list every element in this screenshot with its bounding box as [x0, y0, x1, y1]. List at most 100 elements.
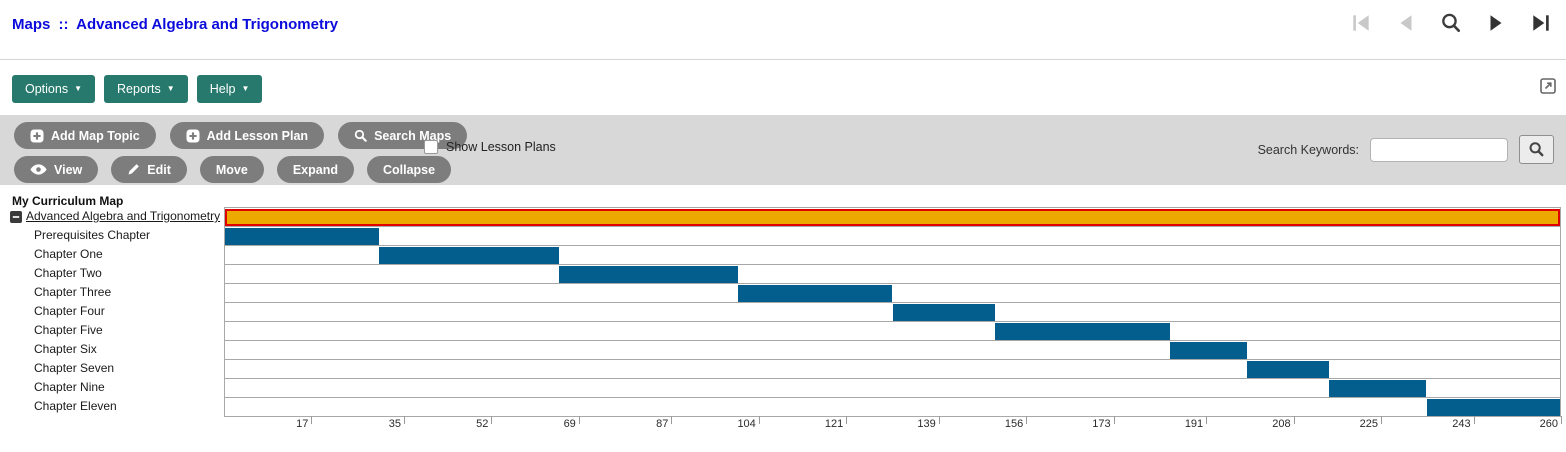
tree-node-label: Chapter One: [34, 247, 103, 261]
help-menu-label: Help: [209, 82, 236, 96]
gantt-bar[interactable]: [995, 323, 1170, 340]
axis-tick: [403, 416, 405, 424]
breadcrumb: Maps :: Advanced Algebra and Trigonometr…: [12, 16, 342, 33]
tree-node-label: Chapter Five: [34, 323, 103, 337]
search-icon: [1529, 142, 1544, 157]
collapse-button[interactable]: Collapse: [366, 156, 452, 183]
search-keywords-input[interactable]: [1370, 137, 1508, 162]
axis-tick: [311, 416, 313, 424]
collapse-label: Collapse: [382, 162, 436, 177]
tree-node-label: Chapter Seven: [34, 361, 115, 375]
gantt-bar[interactable]: [1426, 399, 1560, 416]
axis-tick: [1473, 416, 1475, 424]
chevron-down-icon: ▼: [241, 84, 250, 93]
reports-menu-button[interactable]: Reports ▼: [104, 75, 188, 103]
axis-tick-label: 191: [1184, 418, 1204, 430]
view-button[interactable]: View: [14, 156, 99, 183]
eye-icon: [30, 164, 47, 175]
axis-tick-label: 104: [737, 418, 756, 430]
tree-header: My Curriculum Map: [12, 194, 124, 208]
gantt-row: [225, 340, 1560, 359]
tree-node-label: Chapter Nine: [34, 380, 105, 394]
gantt-row: [225, 226, 1560, 245]
gantt-bar[interactable]: [1246, 361, 1329, 378]
plus-icon: [30, 129, 44, 142]
gantt-bar[interactable]: [1328, 380, 1427, 397]
axis-tick: [578, 416, 580, 424]
gantt-row: [225, 207, 1560, 226]
axis-tick: [1561, 416, 1562, 424]
axis-tick-label: 173: [1092, 418, 1111, 430]
gantt-row: [225, 359, 1560, 378]
move-button[interactable]: Move: [199, 156, 264, 183]
axis-tick: [1206, 416, 1208, 424]
search-keywords-button[interactable]: [1519, 135, 1554, 164]
last-page-icon[interactable]: [1530, 12, 1552, 34]
gantt-bar[interactable]: [225, 209, 1560, 226]
axis-tick-label: 17: [296, 418, 309, 430]
expand-button[interactable]: Expand: [276, 156, 354, 183]
pencil-icon: [128, 164, 140, 175]
tree-node-label: Chapter Two: [34, 266, 102, 280]
collapse-toggle-icon[interactable]: [10, 211, 22, 223]
axis-tick: [1381, 416, 1383, 424]
show-lesson-plans-checkbox[interactable]: [424, 140, 438, 154]
gantt-bar[interactable]: [379, 247, 559, 264]
search-icon: [354, 129, 367, 142]
axis-tick-label: 121: [824, 418, 844, 430]
reports-menu-label: Reports: [117, 82, 161, 96]
gantt-bar[interactable]: [558, 266, 739, 283]
map-toolbar: Add Map Topic Add Lesson Plan Search Map…: [0, 115, 1566, 185]
search-icon[interactable]: [1440, 12, 1462, 34]
help-menu-button[interactable]: Help ▼: [196, 75, 263, 103]
axis-tick: [1026, 416, 1028, 424]
toolbar-row-1: Add Map Topic Add Lesson Plan Search Map…: [14, 122, 468, 149]
axis-tick: [846, 416, 848, 424]
gantt-row: [225, 321, 1560, 340]
search-keywords-label: Search Keywords:: [1257, 142, 1359, 157]
show-lesson-plans-label: Show Lesson Plans: [446, 140, 556, 154]
gantt-row: [225, 302, 1560, 321]
previous-page-icon[interactable]: [1395, 12, 1417, 34]
add-lesson-plan-button[interactable]: Add Lesson Plan: [169, 122, 325, 149]
search-maps-label: Search Maps: [374, 128, 452, 143]
gantt-bar[interactable]: [892, 304, 996, 321]
tree-node-label: Prerequisites Chapter: [34, 228, 151, 242]
axis-tick-label: 208: [1272, 418, 1291, 430]
gantt-bar[interactable]: [225, 228, 380, 245]
add-map-topic-button[interactable]: Add Map Topic: [14, 122, 156, 149]
pager-nav: [1350, 12, 1552, 34]
options-menu-button[interactable]: Options ▼: [12, 75, 96, 103]
gantt-bar[interactable]: [1169, 342, 1247, 359]
tree-node-label: Chapter Four: [34, 304, 105, 318]
axis-tick-label: 87: [656, 418, 669, 430]
tree-labels: Advanced Algebra and Trigonometry Prerequ…: [0, 207, 224, 417]
add-lesson-plan-label: Add Lesson Plan: [206, 128, 309, 143]
first-page-icon[interactable]: [1350, 12, 1372, 34]
view-label: View: [54, 162, 83, 177]
gantt-axis: 17 35 52 69 87 104 121 139 156 173 191 208 225 243 260: [224, 416, 1562, 435]
axis-tick: [1113, 416, 1115, 424]
gantt-row: [225, 245, 1560, 264]
tree-node-root-link[interactable]: Advanced Algebra and Trigonometry: [26, 209, 221, 223]
search-maps-button[interactable]: Search Maps: [338, 122, 468, 149]
gantt-chart: [224, 207, 1561, 417]
gantt-bar[interactable]: [738, 285, 893, 302]
next-page-icon[interactable]: [1485, 12, 1507, 34]
tree-node-label: Chapter Eleven: [34, 399, 117, 413]
tree-node-label: Chapter Three: [34, 285, 112, 299]
search-keywords-group: Search Keywords:: [1258, 135, 1554, 164]
axis-tick-label: 156: [1004, 418, 1024, 430]
breadcrumb-maps-link[interactable]: Maps: [12, 16, 51, 33]
axis-tick-label: 52: [476, 418, 489, 430]
axis-tick-label: 69: [563, 418, 576, 430]
axis-tick: [758, 416, 760, 424]
plus-icon: [186, 129, 200, 142]
open-new-window-icon[interactable]: [1540, 78, 1556, 94]
chevron-down-icon: ▼: [166, 84, 175, 93]
breadcrumb-separator: ::: [58, 16, 69, 33]
axis-tick: [671, 416, 673, 424]
axis-tick: [1293, 416, 1295, 424]
edit-button[interactable]: Edit: [111, 156, 187, 183]
